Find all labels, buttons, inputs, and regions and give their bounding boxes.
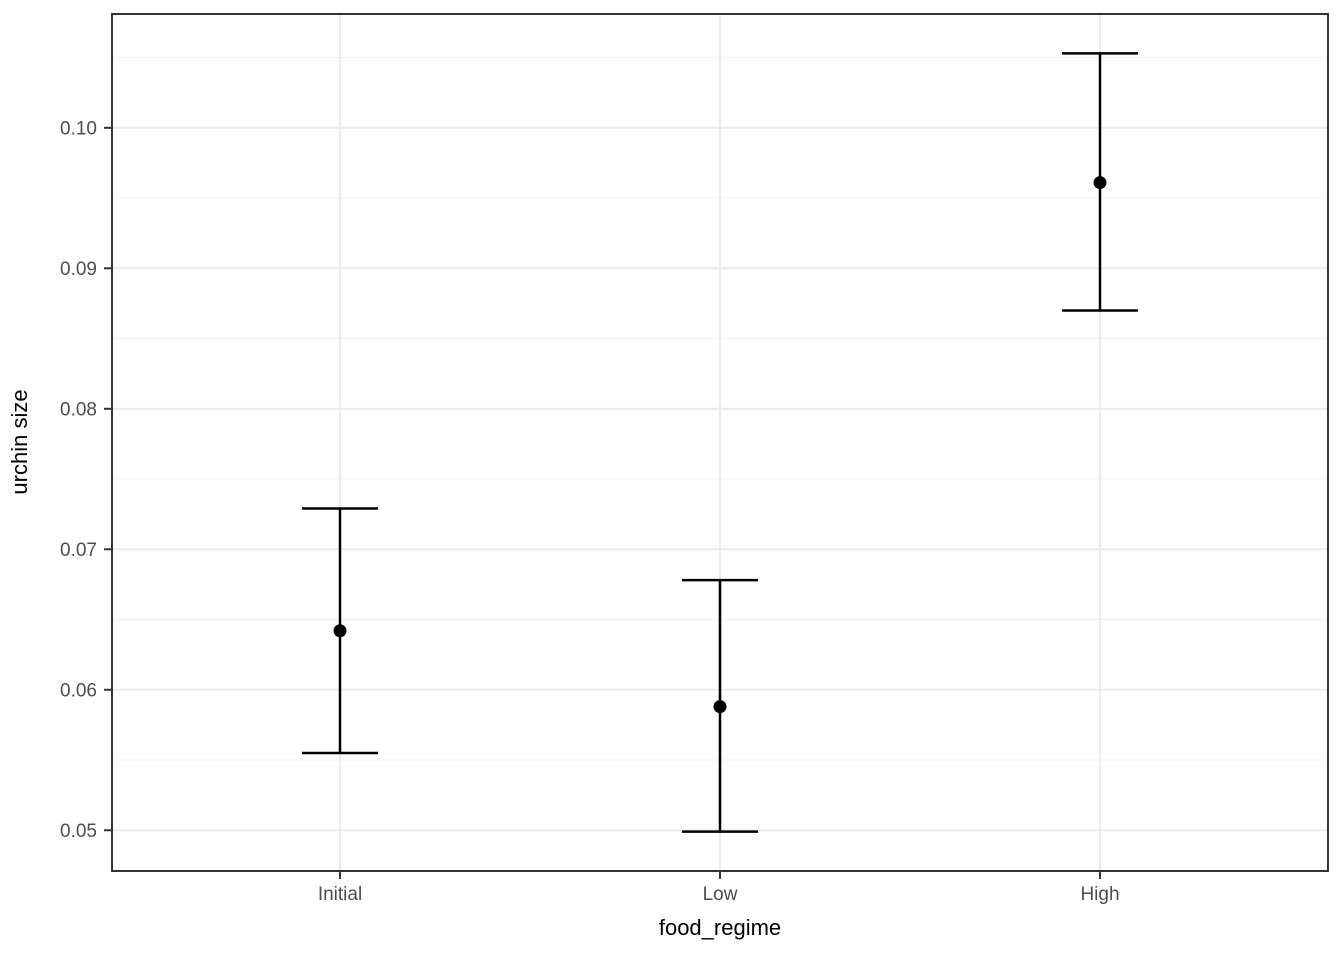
pointrange-series: [302, 52, 1138, 833]
point-estimate: [333, 624, 347, 638]
pointrange-high: [1062, 52, 1138, 312]
y-tick-label: 0.07: [60, 540, 97, 561]
x-tick-label: Initial: [318, 884, 362, 905]
y-tick-label: 0.05: [60, 821, 97, 842]
pointrange-low: [682, 578, 758, 833]
x-tick-label: Low: [703, 884, 738, 905]
x-axis-title: food_regime: [659, 915, 781, 940]
y-tick-label: 0.10: [60, 118, 97, 139]
point-estimate: [1093, 176, 1107, 190]
axis-tick-marks: [104, 126, 1101, 879]
y-tick-label: 0.09: [60, 259, 97, 280]
y-tick-label: 0.08: [60, 399, 97, 420]
x-tick-label: High: [1080, 884, 1119, 905]
y-axis-tick-labels: 0.05 0.06 0.07 0.08 0.09 0.10: [60, 118, 97, 841]
panel-border: [111, 13, 1329, 872]
pointrange-initial: [302, 507, 378, 755]
point-estimate: [713, 700, 727, 714]
y-tick-label: 0.06: [60, 680, 97, 701]
x-axis-tick-labels: Initial Low High: [318, 884, 1120, 905]
y-axis-title: urchin size: [7, 389, 32, 494]
